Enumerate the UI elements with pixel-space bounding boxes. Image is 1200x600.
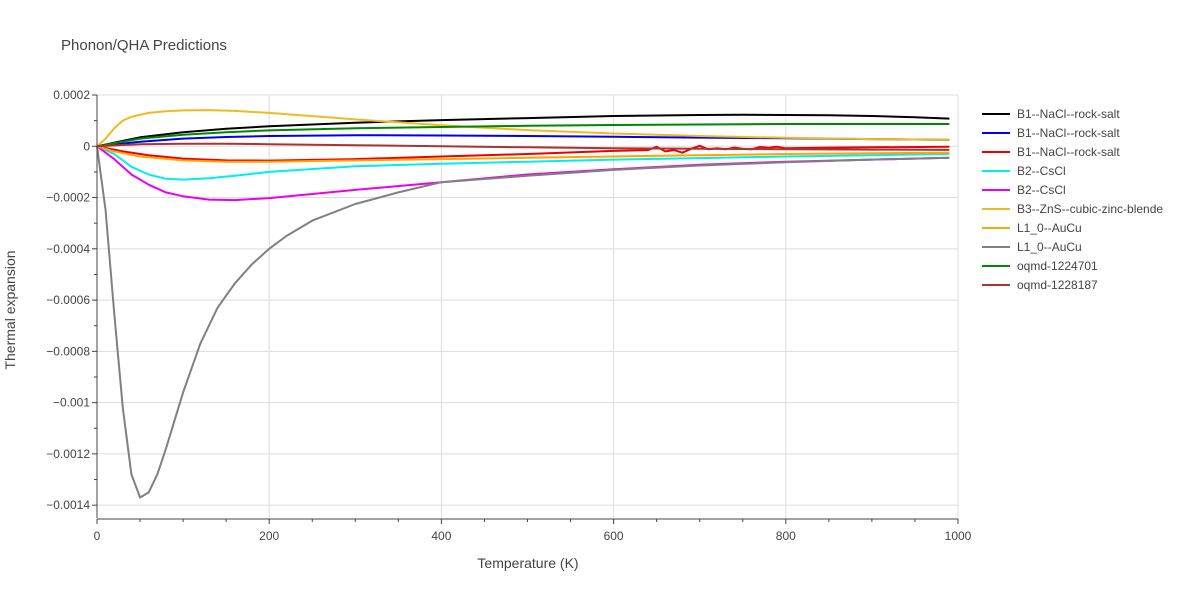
x-tick-label: 600: [604, 529, 624, 543]
legend-item[interactable]: L1_0--AuCu: [982, 240, 1082, 254]
series-line-3[interactable]: [96, 144, 950, 162]
series-line-4[interactable]: [96, 145, 950, 181]
x-tick-labels: 0 200 400 600 800 1000: [94, 529, 972, 543]
legend-item[interactable]: B1--NaCl--rock-salt: [982, 145, 1120, 159]
legend-label: L1_0--AuCu: [1017, 221, 1082, 235]
legend-label: oqmd-1224701: [1017, 259, 1098, 273]
legend-item[interactable]: B1--NaCl--rock-salt: [982, 107, 1120, 121]
x-tick-label: 800: [776, 529, 796, 543]
grid: [97, 94, 959, 518]
plot-area: [96, 109, 950, 499]
legend-item[interactable]: L1_0--AuCu: [982, 221, 1082, 235]
legend-item[interactable]: B1--NaCl--rock-salt: [982, 126, 1120, 140]
y-tick-label: −0.0002: [46, 191, 90, 205]
legend-item[interactable]: oqmd-1224701: [982, 259, 1098, 273]
series-line-6[interactable]: [96, 109, 950, 148]
y-tick-label: −0.0008: [46, 344, 90, 358]
legend-label: B2--CsCl: [1017, 164, 1066, 178]
series-line-1[interactable]: [96, 113, 950, 148]
legend-label: B1--NaCl--rock-salt: [1017, 145, 1120, 159]
chart-title: Phonon/QHA Predictions: [61, 37, 227, 54]
series-line-8[interactable]: [96, 146, 950, 499]
series-line-7[interactable]: [96, 145, 950, 163]
series-line-9[interactable]: [96, 123, 950, 148]
legend-label: B3--ZnS--cubic-zinc-blende: [1017, 202, 1163, 216]
y-axis-title: Thermal expansion: [2, 250, 18, 369]
y-tick-label: −0.0006: [46, 293, 90, 307]
y-tick-label: −0.001: [53, 396, 90, 410]
legend-label: B1--NaCl--rock-salt: [1017, 107, 1120, 121]
y-tick-labels: 0.0002 0 −0.0002 −0.0004 −0.0006 −0.0008 −0.00…: [46, 88, 90, 512]
axes: [92, 94, 959, 524]
y-tick-label: 0: [83, 139, 90, 153]
y-tick-label: −0.0004: [46, 242, 90, 256]
x-tick-label: 1000: [945, 529, 972, 543]
x-tick-label: 200: [259, 529, 279, 543]
legend-label: oqmd-1228187: [1017, 278, 1098, 292]
legend-label: B1--NaCl--rock-salt: [1017, 126, 1120, 140]
legend-item[interactable]: B2--CsCl: [982, 164, 1066, 178]
y-tick-label: −0.0014: [46, 498, 90, 512]
legend-label: B2--CsCl: [1017, 183, 1066, 197]
legend-label: L1_0--AuCu: [1017, 240, 1082, 254]
legend-item[interactable]: oqmd-1228187: [982, 278, 1098, 292]
y-tick-label: −0.0012: [46, 447, 90, 461]
y-tick-label: 0.0002: [53, 88, 90, 102]
x-tick-label: 400: [431, 529, 451, 543]
legend-item[interactable]: B3--ZnS--cubic-zinc-blende: [982, 202, 1163, 216]
x-axis-title: Temperature (K): [477, 555, 578, 571]
x-tick-label: 0: [94, 529, 101, 543]
series-line-10[interactable]: [96, 142, 950, 151]
legend[interactable]: B1--NaCl--rock-salt B1--NaCl--rock-salt B1…: [982, 107, 1163, 292]
legend-item[interactable]: B2--CsCl: [982, 183, 1066, 197]
